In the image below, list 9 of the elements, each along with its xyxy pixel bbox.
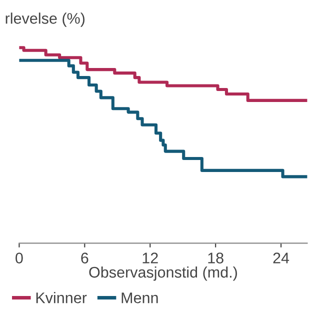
x-tick-label: 6 (81, 252, 88, 264)
x-tick-label: 18 (208, 252, 224, 264)
legend-label: Menn (122, 292, 158, 304)
x-tick-label: 0 (16, 252, 23, 264)
x-axis-title: Observasjonstid (md.) (89, 266, 237, 281)
chart-title: rlevelse (%) (6, 12, 84, 27)
x-tick-label: 24 (273, 252, 290, 264)
x-tick-label: 12 (142, 252, 158, 264)
legend-label: Kvinner (36, 292, 87, 304)
